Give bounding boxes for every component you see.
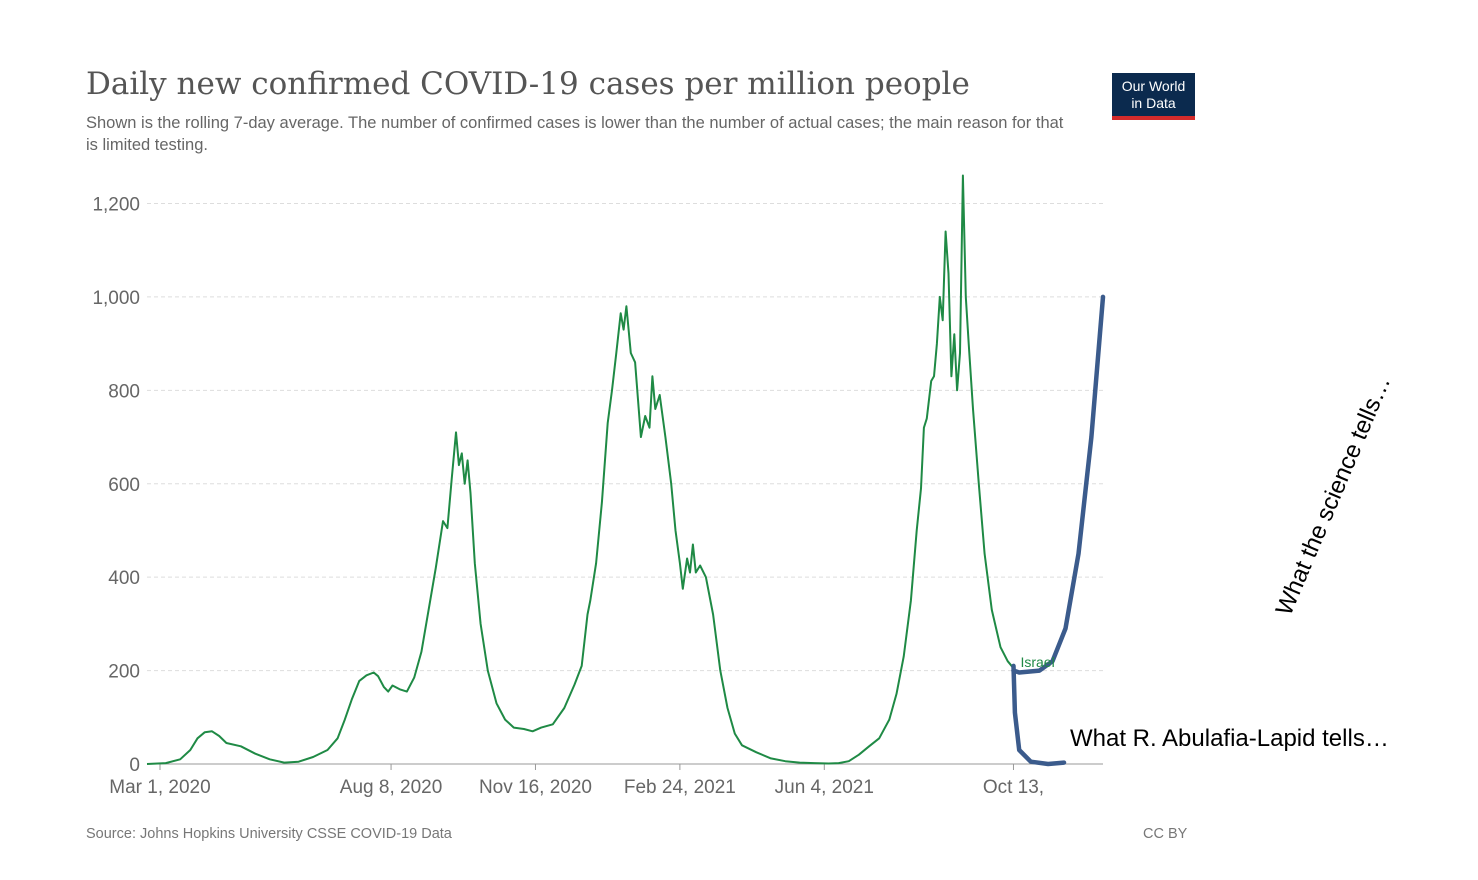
y-tick-label: 800 — [108, 381, 140, 402]
y-tick-label: 1,200 — [92, 195, 140, 216]
x-tick-label: Jun 4, 2021 — [775, 777, 874, 798]
logo-line-2: in Data — [1131, 95, 1176, 111]
annotation-text-science: What the science tells… — [1271, 372, 1396, 620]
x-tick-label: Mar 1, 2020 — [109, 777, 210, 798]
chart-subtitle: Shown is the rolling 7-day average. The … — [86, 114, 1064, 154]
y-tick-label: 200 — [108, 662, 140, 683]
y-tick-label: 600 — [108, 475, 140, 496]
annotation-curve-science — [1011, 294, 1106, 675]
owid-logo[interactable]: Our World in Data — [1112, 73, 1195, 120]
annotation-curve-abulafia — [1011, 663, 1067, 767]
annotation-text-abulafia: What R. Abulafia-Lapid tells… — [1070, 725, 1389, 752]
source-note[interactable]: Source: Johns Hopkins University CSSE CO… — [86, 826, 452, 842]
y-tick-label: 400 — [108, 568, 140, 589]
x-tick-label: Oct 13, — [983, 777, 1044, 798]
y-tick-label: 0 — [129, 755, 140, 776]
x-tick-label: Nov 16, 2020 — [479, 777, 592, 798]
x-tick-label: Feb 24, 2021 — [624, 777, 736, 798]
x-tick-label: Aug 8, 2020 — [340, 777, 442, 798]
series-line-israel — [146, 174, 1015, 765]
series-label-israel: Israel — [1020, 654, 1054, 670]
logo-line-1: Our World — [1121, 78, 1186, 94]
chart-title: Daily new confirmed COVID-19 cases per m… — [86, 66, 970, 102]
license-link[interactable]: CC BY — [1143, 826, 1188, 842]
y-tick-label: 1,000 — [92, 288, 140, 309]
